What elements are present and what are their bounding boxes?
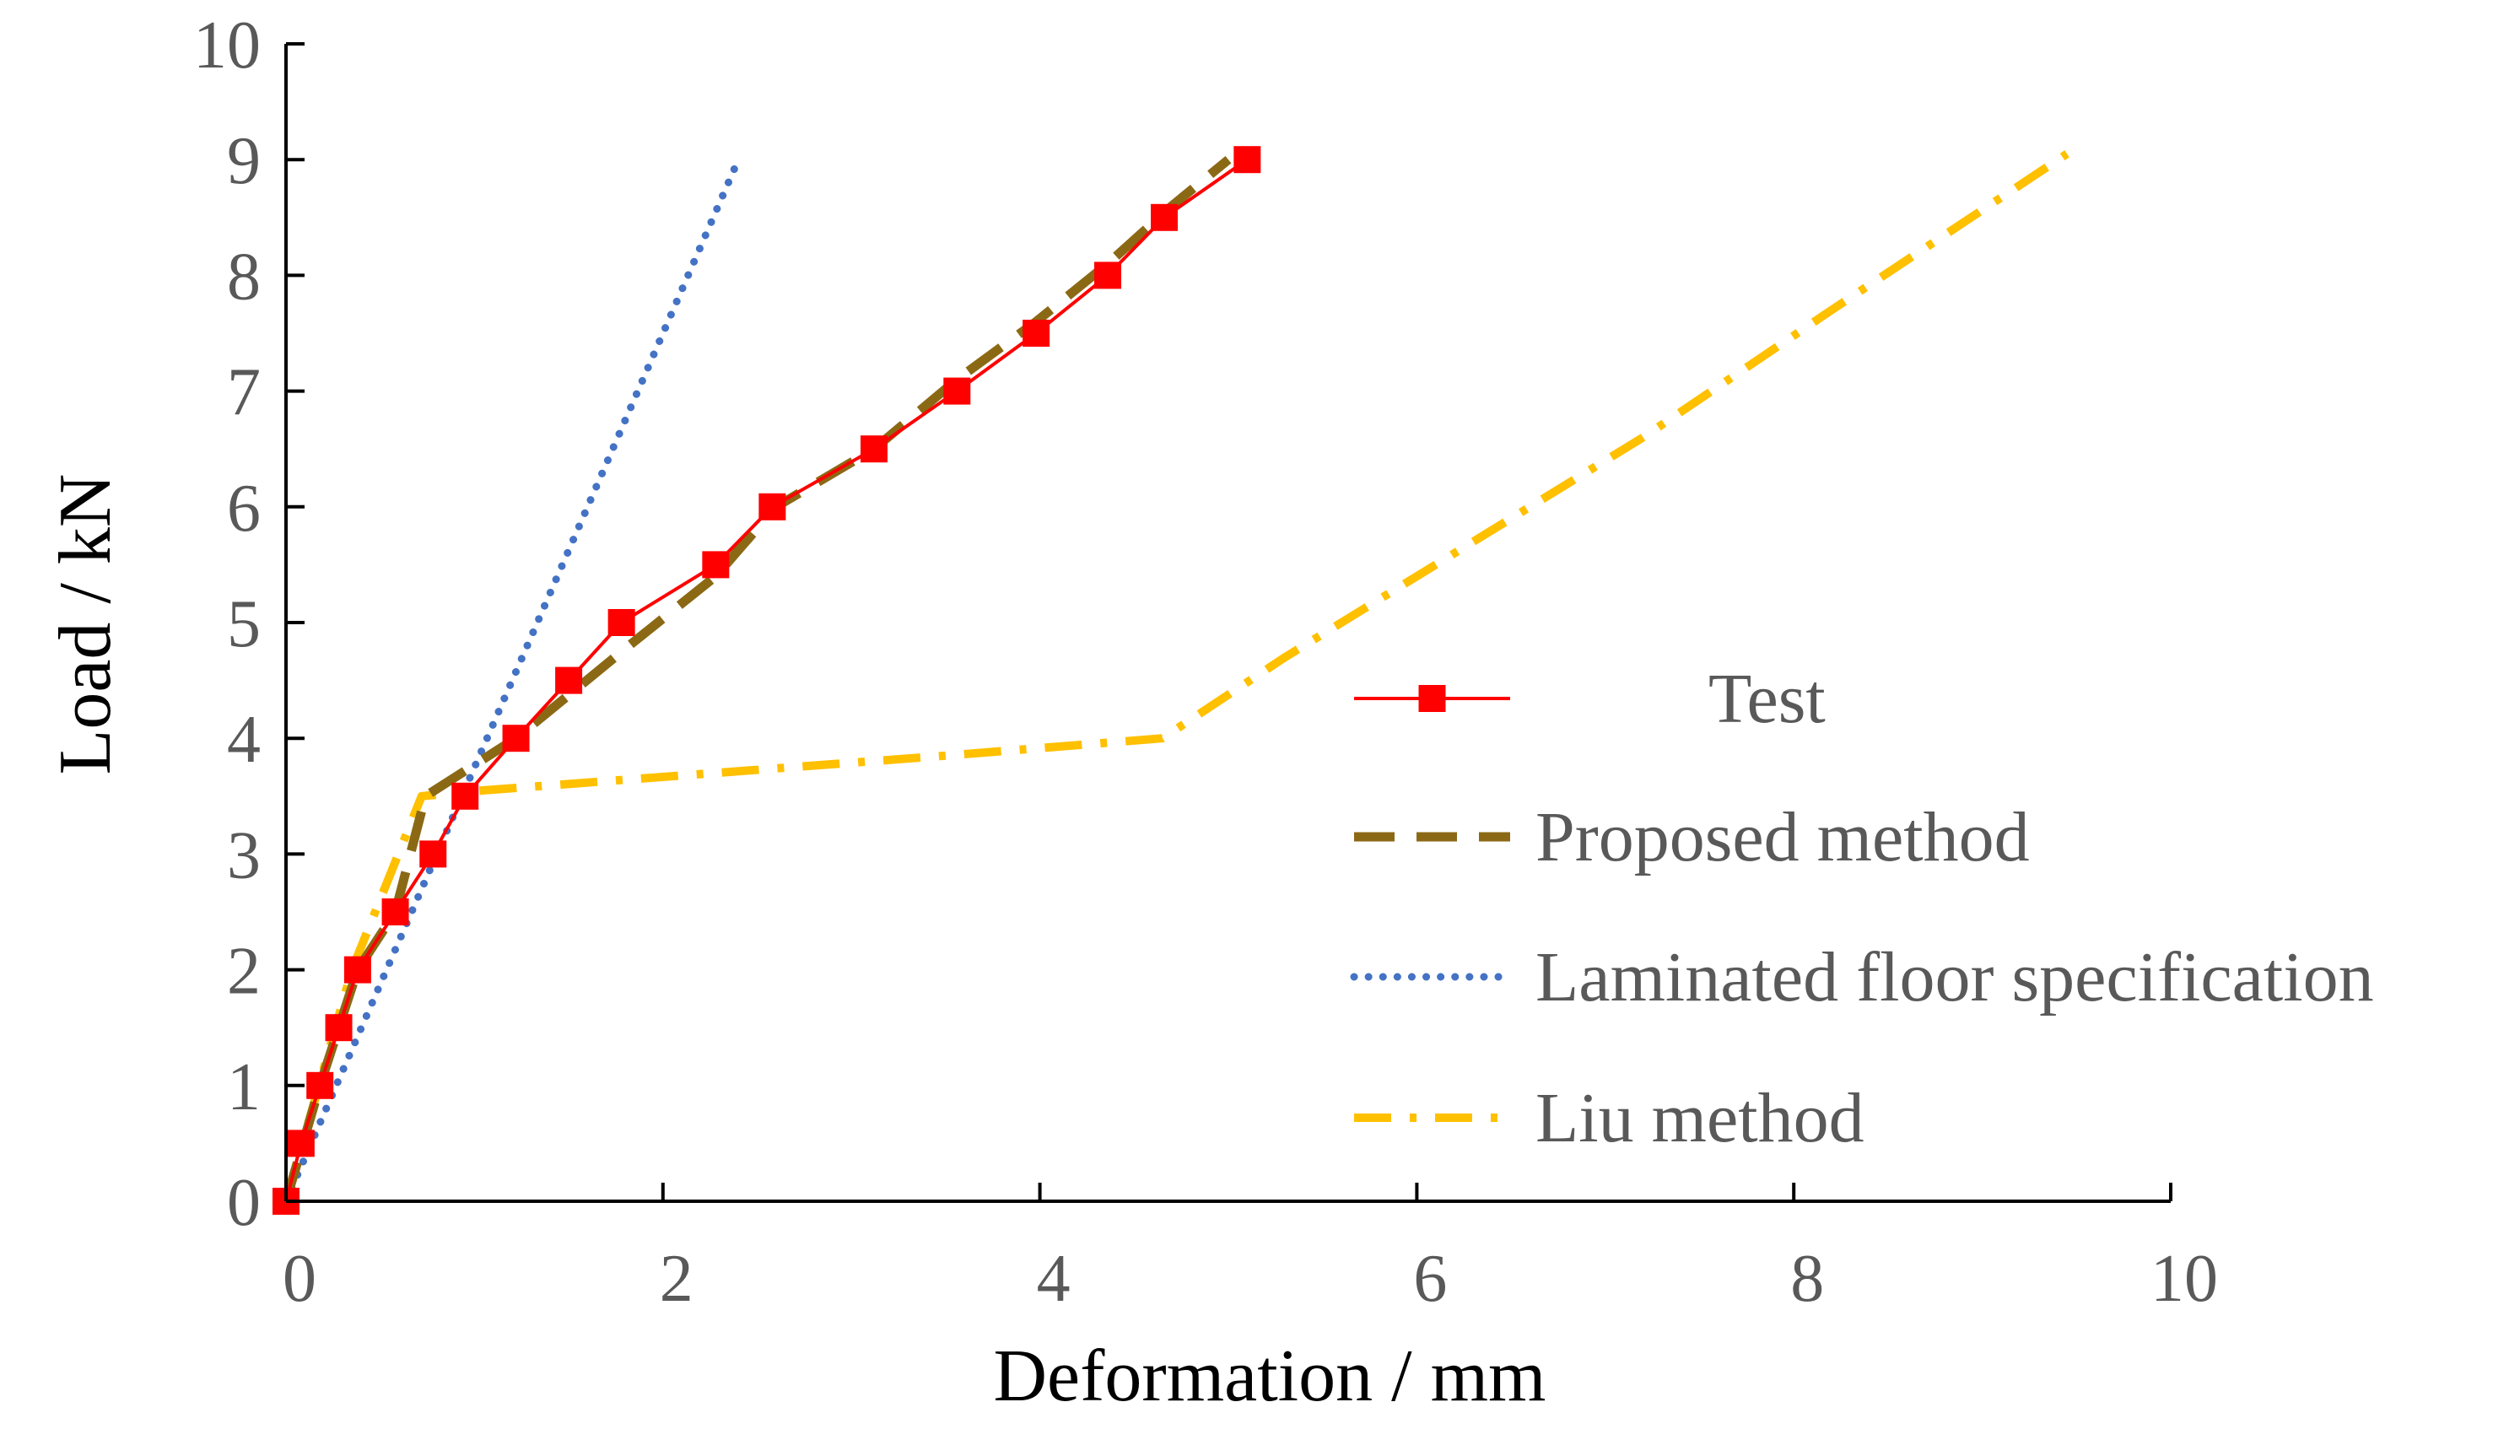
y-tick-label: 1 bbox=[227, 1050, 261, 1124]
data-point-test bbox=[451, 782, 479, 810]
y-tick-label: 6 bbox=[227, 472, 261, 546]
legend: Test Proposed method Laminated floor speci… bbox=[1350, 660, 2374, 1157]
y-tick-label: 10 bbox=[193, 8, 261, 83]
y-tick-label: 4 bbox=[227, 703, 261, 777]
y-tick-label: 0 bbox=[227, 1166, 261, 1240]
data-point-test bbox=[502, 725, 530, 752]
legend-label: Test bbox=[1708, 660, 1826, 738]
series-line-laminated-floor-specification bbox=[282, 155, 742, 1205]
data-point-test bbox=[555, 666, 583, 694]
x-tick-label: 2 bbox=[660, 1242, 693, 1316]
data-point-test bbox=[1094, 262, 1122, 289]
legend-item-proposed-method: Proposed method bbox=[1354, 798, 2030, 876]
data-point-test bbox=[1151, 203, 1179, 231]
axes bbox=[284, 42, 2172, 1203]
data-point-test bbox=[381, 898, 409, 925]
data-point-test bbox=[943, 377, 971, 405]
data-point-test bbox=[1023, 320, 1050, 347]
data-point-test bbox=[702, 551, 730, 579]
tick-labels: 0 1 2 3 4 5 6 7 8 9 10 0 2 4 6 8 10 bbox=[193, 8, 2218, 1316]
legend-marker bbox=[1418, 685, 1446, 712]
legend-label: Proposed method bbox=[1535, 798, 2030, 876]
data-point-test bbox=[343, 956, 371, 984]
x-tick-label: 8 bbox=[1790, 1242, 1824, 1316]
series-line-liu-method bbox=[282, 150, 2069, 1203]
legend-item-liu-method: Liu method bbox=[1354, 1079, 1864, 1157]
data-point-test bbox=[325, 1014, 353, 1042]
data-point-test bbox=[1233, 146, 1261, 174]
y-tick-label: 9 bbox=[227, 124, 261, 198]
data-point-test bbox=[419, 840, 447, 868]
y-tick-label: 8 bbox=[227, 240, 261, 314]
x-tick-label: 0 bbox=[283, 1242, 316, 1316]
data-point-test bbox=[758, 493, 786, 520]
y-axis-title: Load / kN bbox=[45, 474, 127, 775]
x-tick-label: 4 bbox=[1037, 1242, 1071, 1316]
legend-label: Laminated floor specification bbox=[1535, 938, 2374, 1017]
data-point-test bbox=[287, 1130, 315, 1157]
series-line-test bbox=[284, 158, 1249, 1202]
data-point-test bbox=[861, 435, 888, 463]
x-tick-label: 10 bbox=[2150, 1242, 2218, 1316]
y-tick-label: 3 bbox=[227, 818, 261, 892]
legend-label: Liu method bbox=[1535, 1079, 1864, 1157]
data-point-test bbox=[306, 1071, 334, 1099]
series-line-proposed-method bbox=[281, 155, 1232, 1203]
data-point-test bbox=[607, 609, 635, 636]
x-tick-label: 6 bbox=[1413, 1242, 1447, 1316]
legend-item-test: Test bbox=[1354, 660, 1826, 738]
y-tick-label: 2 bbox=[227, 935, 261, 1009]
y-tick-label: 7 bbox=[227, 356, 261, 430]
legend-item-laminated-floor-specification: Laminated floor specification bbox=[1350, 938, 2374, 1017]
x-axis-title: Deformation / mm bbox=[994, 1335, 1546, 1417]
y-tick-label: 5 bbox=[227, 587, 261, 661]
plot-area bbox=[273, 146, 2069, 1215]
